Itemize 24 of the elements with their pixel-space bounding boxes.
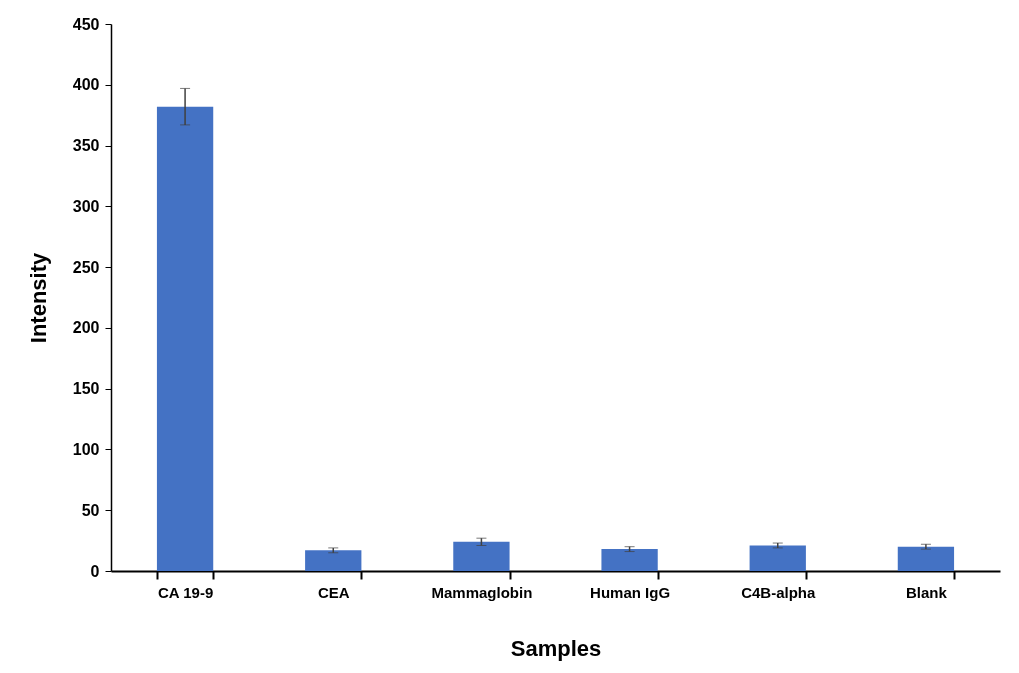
x-tick-label: C4B-alpha xyxy=(741,583,816,601)
bar xyxy=(305,550,362,571)
x-tick-label: CA 19-9 xyxy=(157,583,214,601)
y-tick-label: 250 xyxy=(72,258,100,276)
bar xyxy=(601,549,658,571)
y-tick-label: 150 xyxy=(72,380,100,398)
x-tick-label: Blank xyxy=(905,583,948,601)
y-tick-label: 300 xyxy=(72,197,100,215)
y-axis-title: Intensity xyxy=(25,252,51,344)
bar xyxy=(453,541,510,571)
x-tick-label: Human IgG xyxy=(590,583,671,601)
x-tick-label: Mammaglobin xyxy=(431,583,533,601)
bar xyxy=(749,545,806,571)
bar xyxy=(897,546,955,571)
y-tick-label: 200 xyxy=(72,319,100,337)
bar xyxy=(156,106,214,571)
y-tick-label: 100 xyxy=(72,440,100,458)
y-tick-label: 0 xyxy=(90,562,100,580)
x-tick-label: CEA xyxy=(317,583,350,601)
y-tick-label: 350 xyxy=(72,137,100,155)
y-tick-label: 450 xyxy=(72,15,100,33)
x-axis-title: Samples xyxy=(510,635,602,661)
y-tick-label: 400 xyxy=(72,76,100,94)
y-tick-label: 50 xyxy=(81,501,100,519)
